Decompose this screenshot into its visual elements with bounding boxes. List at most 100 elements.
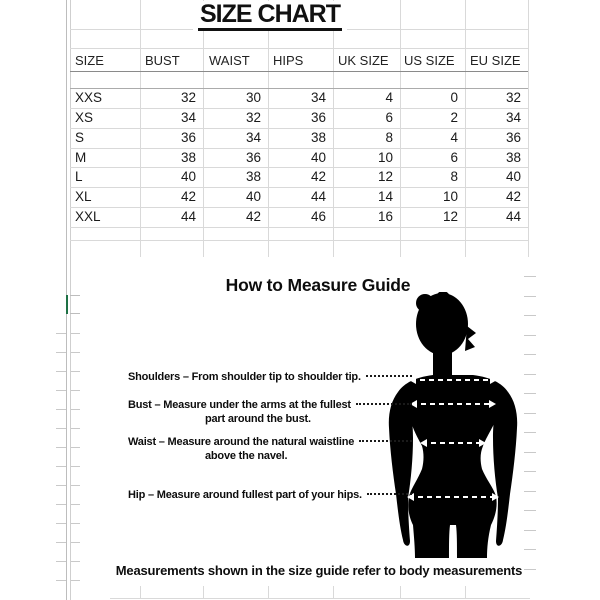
gridline-tick <box>56 542 66 543</box>
table-cell: 4 <box>385 90 393 105</box>
table-cell: 32 <box>505 90 521 105</box>
gridline-tick <box>56 333 66 334</box>
gridline-tick <box>56 390 66 391</box>
measure-instruction: Shoulders – From shoulder tip to shoulde… <box>128 371 412 385</box>
arrowhead-icon <box>409 376 416 384</box>
table-cell: 44 <box>310 189 326 205</box>
table-cell: 0 <box>450 90 458 105</box>
arrowhead-icon <box>479 439 486 447</box>
gridline-tick <box>524 374 536 375</box>
gridline <box>70 227 528 228</box>
measure-instruction: Hip – Measure around fullest part of you… <box>128 489 412 503</box>
gridline <box>70 240 528 241</box>
table-cell: 32 <box>180 90 196 105</box>
table-cell: 42 <box>310 169 326 185</box>
gridline-tick <box>71 371 80 372</box>
table-cell: 44 <box>180 209 196 225</box>
table-cell: 40 <box>245 189 261 205</box>
gridline-tick <box>56 409 66 410</box>
gridline <box>70 108 528 109</box>
size-label-cell: XL <box>75 189 92 205</box>
table-cell: 36 <box>245 149 261 165</box>
gridline-tick <box>524 471 536 472</box>
gridline-tick <box>56 523 66 524</box>
size-label-cell: XXS <box>75 90 103 105</box>
gridline-tick <box>71 561 80 562</box>
gridline-tick <box>524 452 536 453</box>
table-cell: 40 <box>505 169 521 185</box>
gridline <box>400 586 401 598</box>
table-cell: 42 <box>245 209 261 225</box>
selected-cell-outline <box>66 295 68 314</box>
dotted-connector-line <box>355 402 412 405</box>
gridline-tick <box>56 485 66 486</box>
gridline <box>70 48 528 49</box>
dotted-connector-line <box>365 374 412 377</box>
arrowhead-icon <box>489 400 496 408</box>
table-cell: 40 <box>310 149 326 165</box>
measure-instruction: Bust – Measure under the arms at the ful… <box>128 399 412 426</box>
gridline-tick <box>71 352 80 353</box>
gridline-tick <box>71 333 80 334</box>
table-cell: 2 <box>450 109 458 125</box>
silhouette-torso <box>398 375 508 558</box>
size-chart-title: SIZE CHART <box>198 1 342 32</box>
gridline-tick <box>524 354 536 355</box>
table-cell: 44 <box>505 209 521 225</box>
table-cell: 4 <box>450 129 458 145</box>
gridline <box>465 586 466 598</box>
table-cell: 6 <box>450 149 458 165</box>
gridline-tick <box>524 530 536 531</box>
measure-guide-heading: How to Measure Guide <box>225 275 411 295</box>
column-header-hips: HIPS <box>273 53 304 68</box>
silhouette-left-arm <box>388 392 413 546</box>
gridline-tick <box>71 523 80 524</box>
gridline-tick <box>71 390 80 391</box>
gridline-tick <box>524 549 536 550</box>
table-cell: 16 <box>377 209 393 225</box>
table-cell: 10 <box>377 149 393 165</box>
table-cell: 34 <box>245 129 261 145</box>
gridline <box>70 71 528 72</box>
gridline <box>70 167 528 168</box>
gridline <box>70 0 71 600</box>
column-header-waist: WAIST <box>209 53 250 68</box>
gridline <box>70 128 528 129</box>
table-cell: 8 <box>450 169 458 185</box>
gridline <box>70 148 528 149</box>
gridline-tick <box>71 542 80 543</box>
measure-instruction-text-line2: above the navel. <box>205 449 288 462</box>
table-cell: 32 <box>245 109 261 125</box>
gridline <box>268 586 269 598</box>
silhouette-neck <box>433 342 452 382</box>
size-label-cell: XXL <box>75 209 101 225</box>
gridline-tick <box>71 428 80 429</box>
gridline <box>110 598 530 599</box>
table-cell: 38 <box>180 149 196 165</box>
gridline-tick <box>524 315 536 316</box>
arrowhead-icon <box>492 493 499 501</box>
arrowhead-icon <box>420 439 427 447</box>
table-cell: 38 <box>245 169 261 185</box>
gridline <box>70 187 528 188</box>
table-cell: 6 <box>385 109 393 125</box>
female-silhouette-figure <box>388 292 518 558</box>
arrowhead-icon <box>490 376 497 384</box>
dotted-connector-line <box>359 439 412 442</box>
dotted-connector-line <box>366 492 412 495</box>
gridline <box>140 586 141 598</box>
page-title-wrap: SIZE CHART <box>193 1 347 32</box>
gridline-tick <box>71 466 80 467</box>
gridline-tick <box>71 485 80 486</box>
gridline-tick <box>524 569 536 570</box>
column-header-eu-size: EU SIZE <box>470 53 521 68</box>
gridline-tick <box>56 561 66 562</box>
gridline-tick <box>56 371 66 372</box>
gridline-tick <box>71 504 80 505</box>
measure-instruction-text: Waist – Measure around the natural waist… <box>128 436 355 448</box>
gridline-tick <box>524 413 536 414</box>
gridline <box>70 88 528 89</box>
silhouette-hair-bun <box>416 294 434 312</box>
gridline-tick <box>524 510 536 511</box>
silhouette-right-arm <box>493 392 518 546</box>
